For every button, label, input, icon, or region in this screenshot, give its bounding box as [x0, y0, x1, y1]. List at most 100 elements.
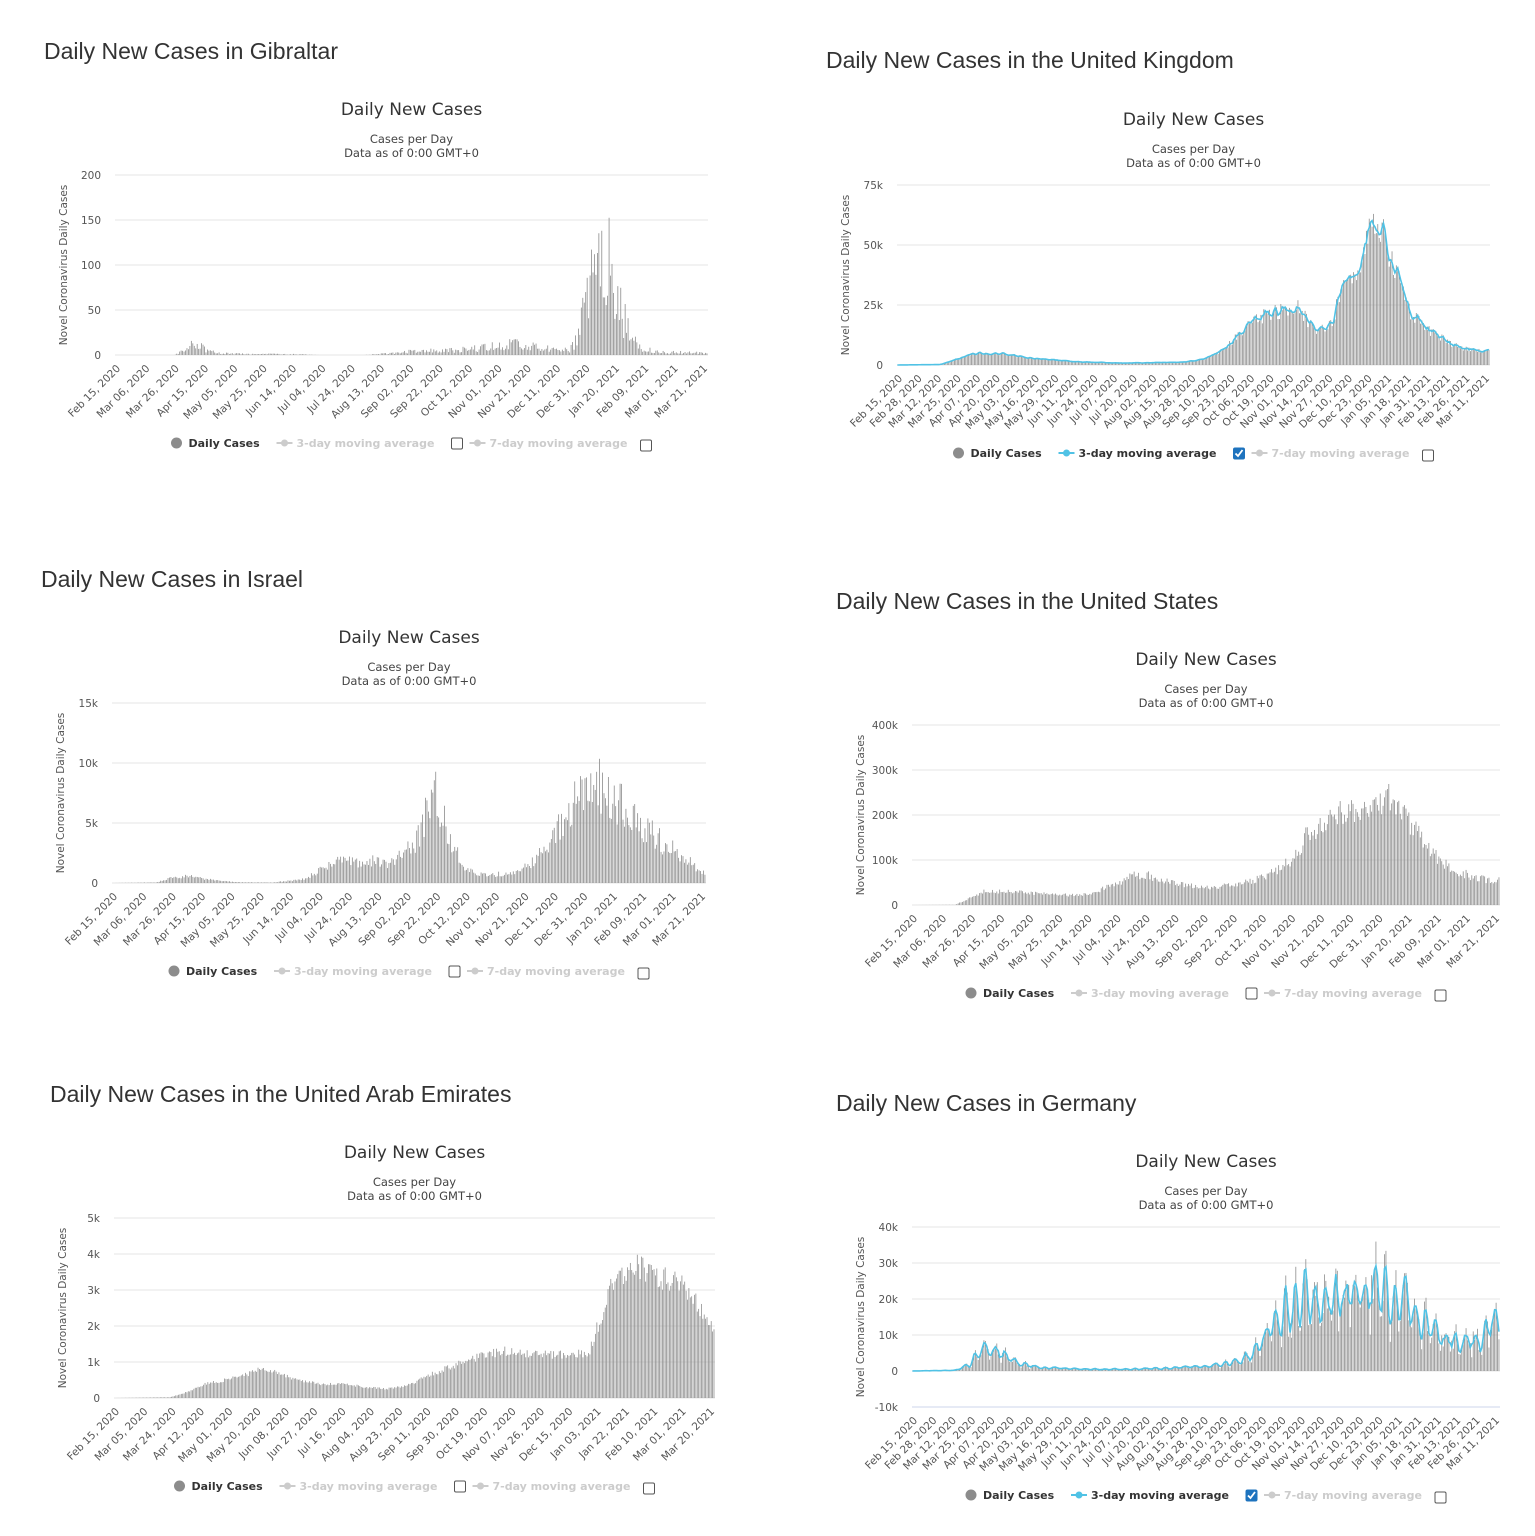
- bar: [438, 817, 440, 883]
- bar: [209, 350, 211, 355]
- bar: [220, 880, 222, 883]
- bar: [1415, 821, 1417, 905]
- bar: [470, 1358, 472, 1398]
- bar: [1221, 886, 1222, 905]
- bar: [1349, 811, 1351, 905]
- bar: [674, 1271, 676, 1398]
- checkbox-ma7[interactable]: [1422, 449, 1434, 462]
- bar: [588, 318, 590, 355]
- bar: [537, 1355, 539, 1398]
- checkbox-ma7[interactable]: [637, 967, 650, 980]
- bar: [681, 1275, 683, 1398]
- checkbox-ma3[interactable]: [1245, 987, 1258, 1000]
- bar: [583, 1351, 585, 1398]
- bar: [1381, 1316, 1383, 1371]
- bar: [232, 1376, 234, 1398]
- bar: [228, 1378, 230, 1398]
- bar: [204, 346, 205, 355]
- bar: [1452, 345, 1454, 365]
- chart-subtitle: Cases per Day: [367, 660, 450, 674]
- bar: [1419, 837, 1421, 905]
- bar: [1110, 362, 1112, 365]
- bar: [193, 1388, 195, 1398]
- bar: [383, 1388, 384, 1398]
- bar: [1301, 1326, 1302, 1371]
- bar: [641, 838, 643, 883]
- bar: [450, 347, 452, 355]
- bar: [1049, 360, 1051, 365]
- checkbox-ma3[interactable]: [448, 965, 461, 978]
- bar: [653, 1269, 655, 1398]
- bar: [1494, 1310, 1496, 1371]
- bar: [1370, 221, 1372, 365]
- panel-heading-israel: Daily New Cases in Israel: [41, 566, 304, 592]
- bar: [677, 353, 679, 355]
- bar: [979, 351, 981, 365]
- bar: [158, 1397, 160, 1398]
- checkbox-ma7[interactable]: [643, 1482, 655, 1495]
- bar: [463, 866, 464, 883]
- legend-marker-ma7: [474, 439, 481, 447]
- bar: [491, 1356, 493, 1398]
- bar: [451, 1367, 453, 1398]
- bar: [1086, 361, 1088, 365]
- bar: [983, 354, 985, 365]
- bar: [1186, 362, 1188, 365]
- bar: [1189, 885, 1191, 905]
- bar: [1341, 812, 1342, 905]
- bar: [278, 881, 280, 883]
- bar: [1165, 881, 1167, 905]
- bar: [1330, 320, 1332, 365]
- bar: [195, 876, 197, 883]
- bar: [610, 818, 612, 883]
- bar: [498, 1351, 500, 1398]
- bar: [1401, 1306, 1403, 1371]
- bar: [961, 357, 962, 365]
- y-tick-label: 400k: [872, 720, 899, 732]
- bar: [466, 869, 467, 883]
- bar: [1253, 1348, 1255, 1371]
- bar: [1447, 339, 1449, 365]
- bar: [632, 337, 633, 355]
- bar: [638, 831, 640, 883]
- bar: [526, 1350, 528, 1398]
- checkbox-ma3[interactable]: [454, 1480, 466, 1493]
- bar: [528, 1357, 529, 1398]
- bar: [1479, 1351, 1481, 1371]
- bar: [1430, 335, 1431, 365]
- bar: [350, 865, 352, 883]
- bar: [1078, 361, 1079, 365]
- bar: [281, 881, 283, 883]
- bar: [1118, 884, 1119, 905]
- bar: [1005, 353, 1007, 365]
- bar: [1127, 362, 1129, 365]
- bar: [1301, 853, 1302, 905]
- checkbox-ma7[interactable]: [640, 439, 652, 452]
- bar: [214, 352, 216, 355]
- bar: [1464, 1338, 1466, 1371]
- bar: [1254, 318, 1256, 365]
- bar: [327, 1384, 329, 1398]
- checkmark-icon: [1247, 1491, 1256, 1500]
- bar: [1329, 1312, 1331, 1371]
- legend-ma3: 3-day moving average: [1079, 447, 1217, 460]
- bar: [955, 359, 957, 365]
- bar: [993, 1347, 995, 1371]
- bar: [1478, 881, 1480, 905]
- bar: [553, 347, 554, 355]
- checkbox-ma7[interactable]: [1434, 1491, 1447, 1504]
- checkbox-ma7[interactable]: [1434, 989, 1447, 1002]
- bar: [231, 881, 233, 883]
- bar: [1195, 1365, 1197, 1371]
- bar: [1316, 834, 1318, 905]
- bar: [1202, 359, 1203, 365]
- bar: [1226, 1361, 1228, 1371]
- bar: [358, 1385, 359, 1398]
- bar: [1441, 861, 1443, 905]
- bar: [578, 800, 580, 883]
- checkbox-ma3[interactable]: [451, 437, 463, 450]
- bar: [1106, 1369, 1108, 1371]
- bar: [680, 350, 682, 355]
- bar: [1307, 327, 1309, 365]
- bar: [634, 336, 636, 355]
